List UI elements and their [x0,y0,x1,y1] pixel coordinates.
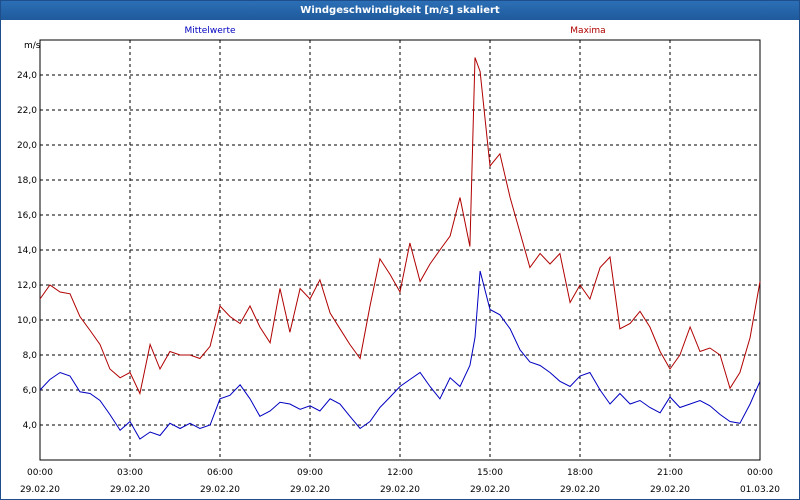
x-tick-time-label: 18:00 [567,468,593,478]
x-tick-date-label: 29.02.20 [560,485,600,495]
x-tick-time-label: 15:00 [477,468,503,478]
y-tick-label: 24,0 [17,71,37,81]
x-tick-date-label: 01.03.20 [740,485,780,495]
x-tick-time-label: 00:00 [27,468,53,478]
x-tick-time-label: 21:00 [657,468,683,478]
window-title: Windgeschwindigkeit [m/s] skaliert [1,1,799,20]
series-group [39,57,761,440]
legend-item-maxima: Maxima [570,26,605,36]
plot-frame [39,39,761,461]
y-tick-label: 18,0 [17,176,37,186]
x-tick-time-label: 09:00 [297,468,323,478]
x-tick-time-label: 03:00 [117,468,143,478]
y-tick-label: 14,0 [17,246,37,256]
y-tick-label: 10,0 [17,316,37,326]
x-tick-time-label: 00:00 [747,468,773,478]
y-tick-label: 8,0 [23,351,38,361]
x-tick-date-label: 29.02.20 [650,485,690,495]
x-tick-date-label: 29.02.20 [200,485,240,495]
y-tick-label: 4,0 [23,421,38,431]
x-tick-time-label: 06:00 [207,468,233,478]
legend-item-mittelwerte: Mittelwerte [184,26,235,36]
x-tick-date-label: 29.02.20 [290,485,330,495]
x-tick-date-label: 29.02.20 [20,485,60,495]
series-line-maxima [39,57,761,396]
y-tick-label: 22,0 [17,106,37,116]
y-tick-label: 6,0 [23,386,38,396]
x-tick-date-label: 29.02.20 [110,485,150,495]
series-line-mittelwerte [39,270,761,440]
legend: Mittelwerte Maxima [184,26,605,36]
grid-lines [40,40,760,460]
y-tick-label: 16,0 [17,211,37,221]
x-tick-date-label: 29.02.20 [380,485,420,495]
y-tick-label: 12,0 [17,281,37,291]
x-tick-time-label: 12:00 [387,468,413,478]
x-tick-date-label: 29.02.20 [470,485,510,495]
y-tick-label: 20,0 [17,141,37,151]
x-axis: 00:00 29.02.20 03:00 29.02.20 06:00 29.02.20 0… [20,468,780,495]
y-axis: 4,0 6,0 8,0 10,0 12,0 14,0 16,0 18,0 20,0 22,0 24,… [17,71,37,431]
y-axis-unit-label: m/s [24,41,41,51]
